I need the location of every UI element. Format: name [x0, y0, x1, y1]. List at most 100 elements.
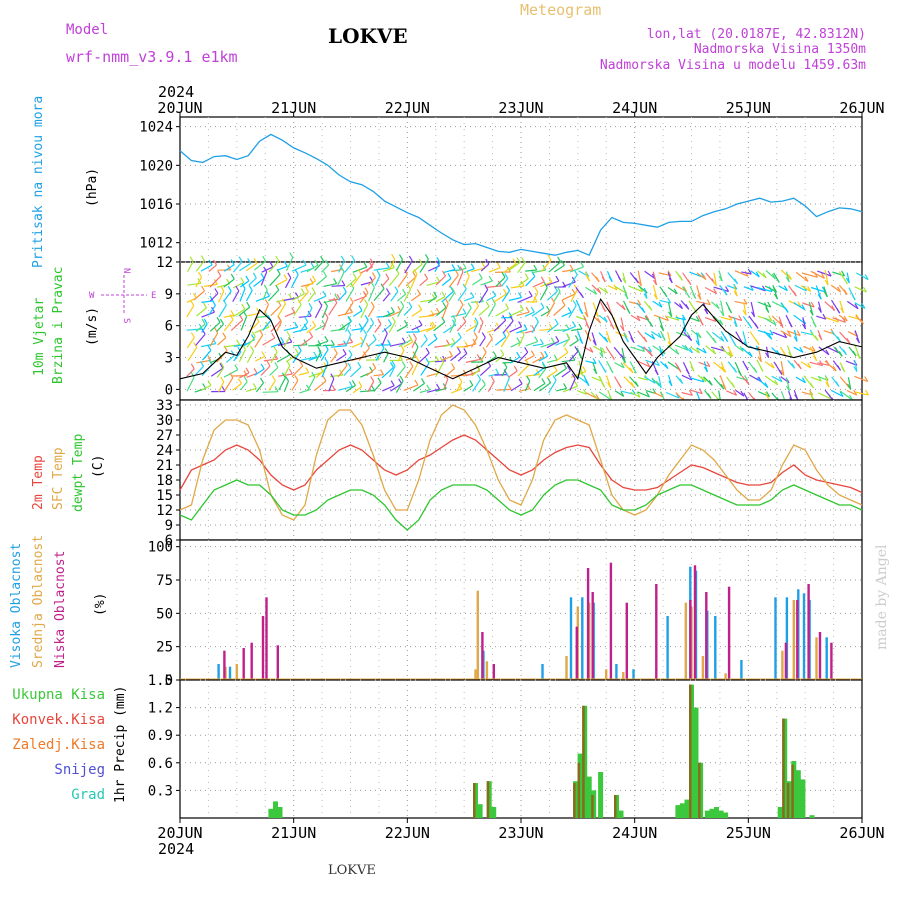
- wind-barb: [832, 271, 845, 277]
- wind-barb-flag: [260, 272, 265, 279]
- wind-barb: [293, 344, 308, 347]
- wind-barb-flag: [502, 288, 508, 295]
- wind-barb-flag: [586, 275, 591, 282]
- wind-barb-flag: [864, 274, 869, 280]
- wind-barb-flag: [398, 254, 404, 260]
- wind-barb: [824, 269, 829, 286]
- cloud-bar: [727, 586, 731, 680]
- wind-barb: [518, 388, 530, 392]
- wind-barb-flag: [630, 381, 635, 388]
- wind-barb: [653, 314, 669, 322]
- wind-barb-flag: [357, 361, 362, 368]
- wind-barb-flag: [313, 351, 318, 358]
- wind-barb: [315, 324, 326, 331]
- wind-barb: [636, 359, 651, 368]
- wind-barb: [418, 352, 430, 364]
- wind-barb-flag: [593, 368, 598, 375]
- wind-barb-flag: [219, 318, 225, 325]
- wind-barb-flag: [445, 339, 451, 346]
- wind-barb: [508, 262, 521, 271]
- wind-barb: [668, 302, 673, 317]
- wind-barb: [232, 290, 240, 302]
- wind-barb: [689, 377, 705, 383]
- wind-barb: [435, 362, 444, 377]
- wind-barb: [500, 334, 510, 348]
- wind-barb: [510, 285, 525, 289]
- wind-barb-flag: [695, 315, 700, 322]
- wind-barb-flag: [214, 288, 219, 294]
- wind-barb-flag: [825, 349, 830, 356]
- wind-barb-flag: [364, 287, 369, 294]
- wind-barb: [757, 301, 772, 308]
- wind-barb-flag: [484, 284, 489, 290]
- wind-barb: [555, 338, 570, 346]
- wind-barb-flag: [731, 382, 736, 388]
- wind-barb-flag: [371, 272, 376, 278]
- wind-barb-flag: [273, 346, 278, 353]
- wind-barb: [681, 391, 693, 396]
- wind-barb: [691, 329, 702, 339]
- wind-barb: [854, 360, 858, 372]
- wind-barb-flag: [572, 300, 577, 306]
- wind-barb: [463, 343, 477, 348]
- wind-barb-flag: [387, 339, 392, 346]
- wind-barb-flag: [426, 384, 431, 391]
- wind-barb-flag: [595, 394, 600, 400]
- wind-barb-flag: [687, 335, 693, 341]
- wind-barb-flag: [780, 369, 785, 376]
- wind-barb-flag: [809, 309, 814, 316]
- cloud-bar: [591, 592, 594, 680]
- day-label-bottom: 26JUN: [839, 824, 884, 842]
- wind-barb-flag: [796, 330, 801, 336]
- wind-barb: [367, 381, 375, 393]
- wind-barb: [615, 286, 627, 294]
- wind-barb-flag: [505, 285, 511, 291]
- wind-barb: [351, 328, 363, 331]
- wind-barb: [854, 375, 868, 383]
- wind-barb-flag: [496, 262, 501, 269]
- wind-barb-flag: [414, 379, 419, 386]
- wind-barb-flag: [601, 382, 606, 388]
- wind-barb: [764, 361, 775, 369]
- wind-barb-flag: [525, 306, 530, 313]
- wind-barb-flag: [582, 388, 588, 395]
- wind-barb-flag: [320, 255, 325, 262]
- wind-barb-flag: [236, 339, 241, 346]
- wind-barb: [576, 390, 587, 395]
- wind-barb-flag: [783, 332, 788, 339]
- wind-barb-flag: [604, 287, 609, 294]
- wind-barb: [548, 261, 561, 273]
- wind-barb-flag: [325, 259, 330, 266]
- wind-barb: [480, 351, 487, 362]
- cloud-bar: [802, 593, 806, 680]
- precip-bar: [693, 707, 699, 818]
- wind-barb: [726, 390, 737, 396]
- wind-barb: [397, 305, 405, 318]
- wind-barb-flag: [861, 303, 866, 309]
- wind-barb: [442, 378, 449, 391]
- wind-barb-flag: [207, 344, 212, 351]
- precip-bar: [777, 807, 783, 818]
- wind-barb-flag: [759, 366, 764, 372]
- wind-barb-flag: [212, 259, 218, 266]
- wind-barb: [750, 301, 756, 317]
- wind-barb: [503, 377, 510, 392]
- wind-barb-flag: [743, 298, 748, 305]
- wind-barb: [518, 278, 529, 286]
- wind-barb: [743, 286, 754, 291]
- wind-barb-flag: [294, 269, 299, 275]
- wind-barb: [546, 302, 556, 317]
- wind-barb-flag: [683, 286, 688, 292]
- wind-barb: [262, 337, 276, 346]
- wind-barb-flag: [661, 335, 666, 341]
- wind-barb-flag: [283, 274, 288, 280]
- wind-barb-flag: [765, 391, 771, 397]
- wind-barb-flag: [383, 328, 388, 334]
- wind-barb: [419, 389, 430, 394]
- wind-barb: [508, 296, 522, 302]
- wind-barb-flag: [265, 290, 271, 297]
- wind-barb-flag: [703, 366, 708, 373]
- wind-barb: [704, 317, 717, 322]
- wind-barb: [830, 284, 841, 293]
- cloud-bar: [581, 597, 584, 680]
